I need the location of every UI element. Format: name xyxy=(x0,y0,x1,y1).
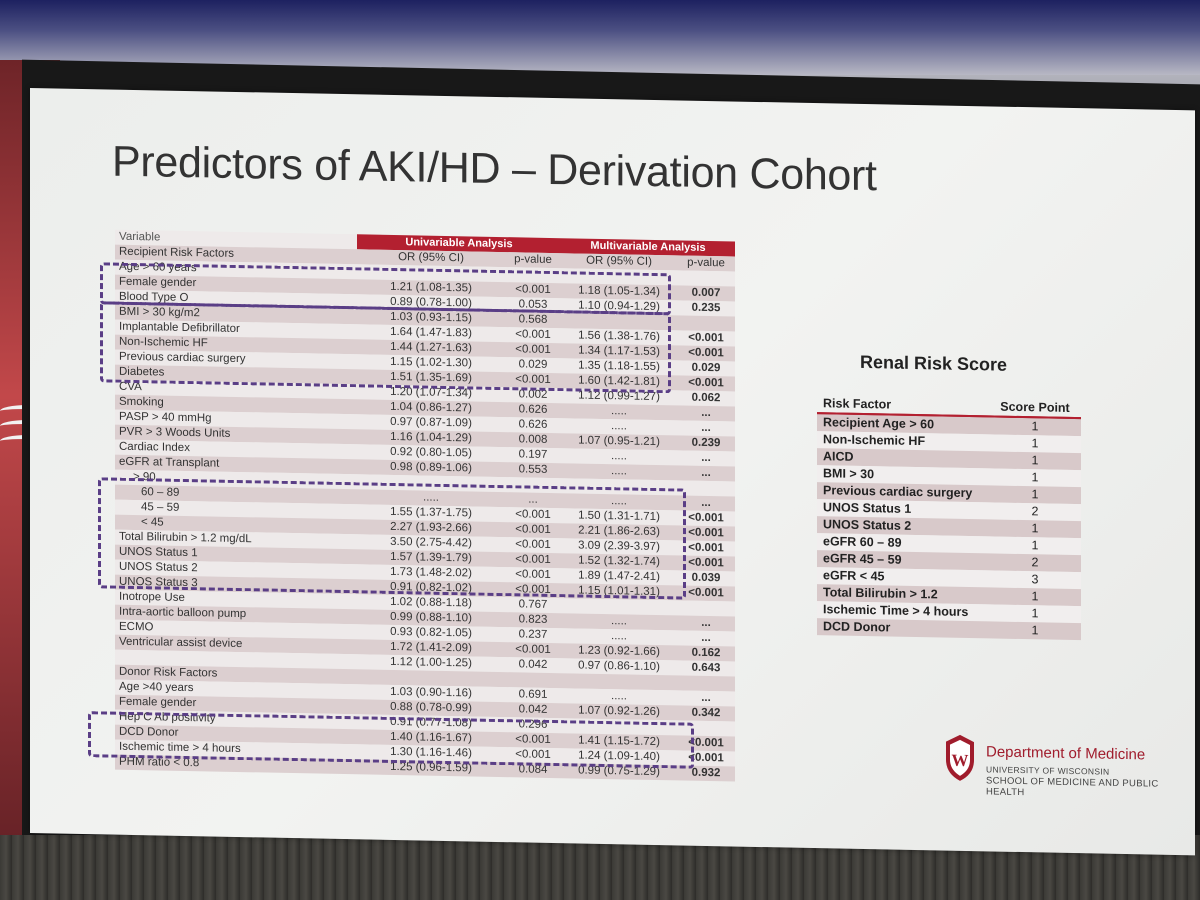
risk-score: 3 xyxy=(989,570,1081,590)
row-p-multivariable: 0.029 xyxy=(677,360,735,377)
row-p-univariable: 0.008 xyxy=(505,432,561,449)
uw-crest-logo: W xyxy=(946,734,974,781)
row-p-multivariable: ... xyxy=(677,630,735,647)
row-p-multivariable: 0.007 xyxy=(677,285,735,302)
header-p-multivariable: p-value xyxy=(677,255,735,272)
risk-score: 1 xyxy=(989,519,1081,539)
risk-score: 2 xyxy=(989,553,1081,573)
row-p-multivariable: <0.001 xyxy=(677,330,735,347)
risk-score: 1 xyxy=(989,536,1081,556)
highlight-box-bmi-surgery xyxy=(100,301,671,394)
department-name: Department of Medicine xyxy=(986,743,1146,764)
row-p-univariable: 0.197 xyxy=(505,447,561,464)
row-p-univariable: <0.001 xyxy=(505,642,561,659)
row-p-multivariable: ... xyxy=(677,450,735,467)
row-p-multivariable: 0.062 xyxy=(677,390,735,407)
slide-title: Predictors of AKI/HD – Derivation Cohort xyxy=(112,137,877,201)
risk-score: 1 xyxy=(989,621,1081,641)
risk-score: 1 xyxy=(989,451,1081,471)
row-p-multivariable: 0.643 xyxy=(677,660,735,677)
row-p-multivariable: ... xyxy=(677,420,735,437)
risk-score: 2 xyxy=(989,502,1081,522)
row-p-multivariable: ... xyxy=(677,690,735,707)
school-name: SCHOOL OF MEDICINE AND PUBLIC HEALTH xyxy=(986,775,1159,799)
risk-col-score: Score Point xyxy=(989,398,1081,419)
row-p-univariable: 0.237 xyxy=(505,627,561,644)
row-p-multivariable xyxy=(677,315,735,332)
row-p-univariable: 0.823 xyxy=(505,612,561,629)
highlight-box-egfr-unos xyxy=(98,477,686,600)
row-p-univariable: 0.042 xyxy=(505,657,561,674)
row-or-multivariable: 1.07 (0.95-1.21) xyxy=(561,433,677,451)
risk-score: 1 xyxy=(989,416,1081,437)
row-p-univariable: 0.767 xyxy=(505,597,561,614)
row-p-univariable: 0.042 xyxy=(505,702,561,719)
risk-score: 1 xyxy=(989,604,1081,624)
risk-score: 1 xyxy=(989,587,1081,607)
logo-letter: W xyxy=(952,751,969,770)
row-or-multivariable: 0.97 (0.86-1.10) xyxy=(561,658,677,676)
risk-score: 1 xyxy=(989,485,1081,505)
row-p-univariable: 0.691 xyxy=(505,687,561,704)
row-p-univariable xyxy=(505,672,561,689)
header-p-univariable: p-value xyxy=(505,252,561,269)
row-p-multivariable: ... xyxy=(677,405,735,422)
row-p-multivariable xyxy=(677,675,735,692)
row-or-multivariable: 1.07 (0.92-1.26) xyxy=(561,703,677,721)
row-p-multivariable: 0.235 xyxy=(677,300,735,317)
row-p-multivariable: ... xyxy=(677,615,735,632)
row-p-multivariable: 0.342 xyxy=(677,705,735,722)
row-p-univariable: 0.553 xyxy=(505,462,561,479)
slide: Predictors of AKI/HD – Derivation Cohort… xyxy=(30,88,1195,856)
row-p-multivariable xyxy=(677,270,735,287)
row-p-multivariable: <0.001 xyxy=(677,375,735,392)
row-p-multivariable: 0.239 xyxy=(677,435,735,452)
row-p-multivariable xyxy=(677,600,735,617)
row-p-multivariable: 0.162 xyxy=(677,645,735,662)
row-p-multivariable: <0.001 xyxy=(677,345,735,362)
row-p-multivariable: ... xyxy=(677,465,735,482)
renal-risk-title: Renal Risk Score xyxy=(860,351,1008,375)
risk-score: 1 xyxy=(989,434,1081,454)
row-p-univariable: 0.626 xyxy=(505,402,561,419)
risk-factor: DCD Donor xyxy=(817,618,989,639)
risk-score: 1 xyxy=(989,468,1081,488)
renal-risk-table: Risk Factor Score Point Recipient Age > … xyxy=(817,395,1081,641)
row-p-univariable: 0.626 xyxy=(505,417,561,434)
